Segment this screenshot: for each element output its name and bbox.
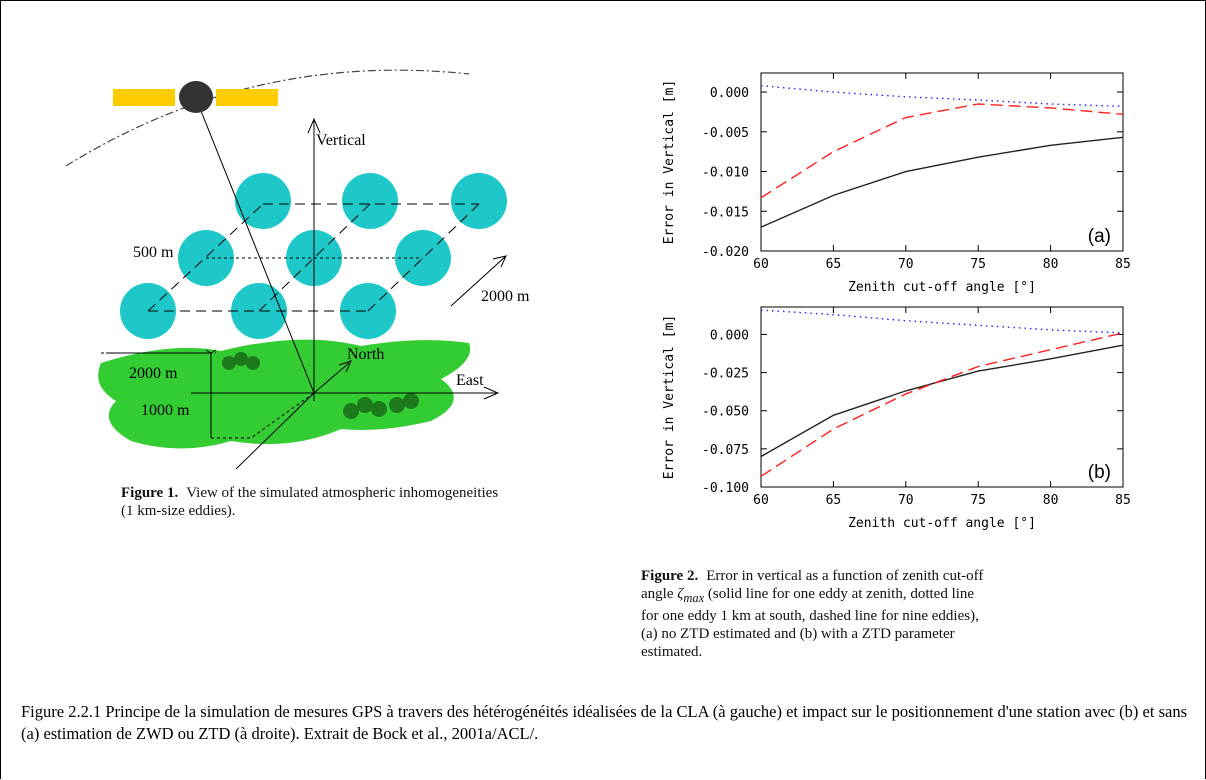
annotation: (b)	[1088, 462, 1111, 483]
main-caption: Figure 2.2.1 Principe de la simulation d…	[21, 702, 1187, 743]
x-tick-label: 65	[826, 493, 842, 508]
y-tick-label: -0.100	[702, 481, 749, 496]
y-axis-title: Error in Vertical [m]	[662, 80, 677, 244]
annotation: (a)	[1088, 226, 1111, 247]
x-tick-label: 80	[1043, 257, 1059, 272]
y-tick-label: -0.015	[702, 205, 749, 220]
subscript: max	[683, 591, 704, 605]
x-tick-label: 75	[970, 493, 986, 508]
x-tick-label: 85	[1115, 257, 1131, 272]
x-tick-label: 60	[753, 257, 769, 272]
y-tick-label: 0.000	[710, 328, 749, 343]
grid-lines	[101, 110, 507, 470]
series-line	[760, 309, 1124, 334]
ground	[98, 339, 471, 449]
x-tick-label: 85	[1115, 493, 1131, 508]
x-axis-title: Zenith cut-off angle [°]	[848, 516, 1036, 531]
x-tick-label: 75	[970, 257, 986, 272]
satellite	[179, 81, 213, 113]
label: Vertical	[316, 132, 366, 149]
figure1-caption: Figure 1. View of the simulated atmospher…	[121, 484, 501, 520]
y-tick-label: -0.020	[702, 245, 749, 260]
symbol: ζ	[677, 586, 684, 602]
series-line	[760, 85, 1124, 108]
diagram: Vertical 500 m 2000 m North East 2000 m …	[65, 69, 530, 470]
x-tick-label: 65	[826, 257, 842, 272]
x-axis-title: Zenith cut-off angle [°]	[848, 280, 1036, 295]
x-tick-label: 80	[1043, 493, 1059, 508]
y-tick-label: -0.010	[702, 166, 749, 181]
solar-panel	[216, 89, 278, 106]
figure2-caption: Figure 2. Error in vertical as a function…	[641, 567, 986, 661]
series-line	[760, 136, 1124, 228]
y-axis-title: Error in Vertical [m]	[662, 315, 677, 479]
label: 2000 m	[129, 365, 178, 382]
solar-panel	[113, 89, 175, 106]
plot-frame	[760, 306, 1124, 488]
caption-text: Error in vertical as a function of zenit…	[641, 568, 984, 602]
plot-frame	[760, 72, 1124, 252]
trees	[222, 352, 419, 419]
series-line	[760, 332, 1124, 477]
series-line	[760, 344, 1124, 458]
label: North	[347, 346, 384, 363]
label: 500 m	[133, 244, 174, 261]
y-tick-label: -0.075	[702, 443, 749, 458]
subscript-text: max	[683, 591, 705, 605]
label: 2000 m	[481, 288, 530, 305]
caption-label: Figure 2.	[641, 568, 699, 584]
caption-text: (solid line for one eddy at zenith, dott…	[641, 586, 979, 660]
y-tick-label: 0.000	[710, 86, 749, 101]
y-tick-label: -0.050	[702, 405, 749, 420]
y-tick-label: -0.025	[702, 367, 749, 382]
caption-label: Figure 1.	[121, 485, 179, 501]
caption-text: View of the simulated atmospheric inhomo…	[121, 485, 499, 519]
label: East	[456, 372, 484, 389]
x-tick-label: 70	[898, 493, 914, 508]
charts: 60 65 70 75 80 85 0.000 -0.005 -0.010 -0.015 -0.02…	[662, 72, 1131, 531]
x-tick-label: 70	[898, 257, 914, 272]
label: 1000 m	[141, 402, 190, 419]
orbit	[65, 69, 470, 167]
series-line	[760, 103, 1124, 199]
x-tick-label: 60	[753, 493, 769, 508]
y-tick-label: -0.005	[702, 126, 749, 141]
